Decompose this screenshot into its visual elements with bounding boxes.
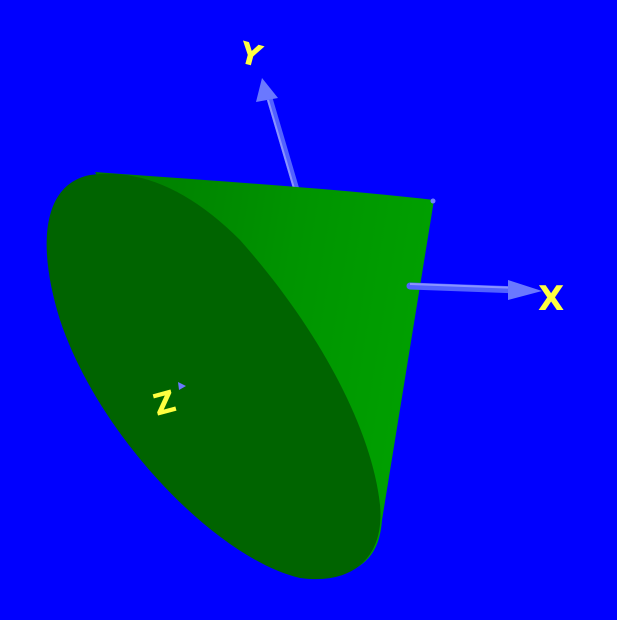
z-axis-arrowhead <box>178 382 186 390</box>
x-axis-arrowhead <box>508 280 542 300</box>
x-axis <box>406 280 542 300</box>
y-axis-arrowhead <box>256 78 278 102</box>
cone-apex-marker <box>430 198 436 204</box>
cone-base <box>46 173 381 580</box>
x-axis-label: X <box>538 279 564 319</box>
y-axis <box>256 78 301 198</box>
